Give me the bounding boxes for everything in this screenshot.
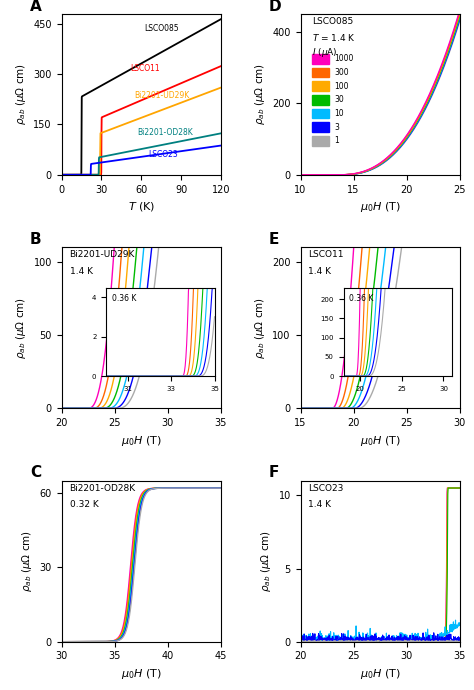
Text: E: E <box>269 232 279 247</box>
Text: $T$ = 1.4 K: $T$ = 1.4 K <box>312 32 356 43</box>
Y-axis label: $\rho_{ab}$ ($\mu\Omega$ cm): $\rho_{ab}$ ($\mu\Omega$ cm) <box>14 63 28 126</box>
Bar <box>312 123 329 132</box>
Text: D: D <box>269 0 281 14</box>
X-axis label: $T$ (K): $T$ (K) <box>128 200 155 213</box>
Y-axis label: $\rho_{ab}$ ($\mu\Omega$ cm): $\rho_{ab}$ ($\mu\Omega$ cm) <box>253 63 267 126</box>
Text: 30: 30 <box>334 95 344 104</box>
Text: $I$ ($\mu$A): $I$ ($\mu$A) <box>312 46 337 59</box>
Bar <box>312 95 329 105</box>
Text: 1000: 1000 <box>334 55 353 63</box>
Bar <box>312 136 329 146</box>
Text: 1: 1 <box>334 137 339 146</box>
X-axis label: $\mu_0 H$ (T): $\mu_0 H$ (T) <box>360 667 401 681</box>
Text: LSCO23: LSCO23 <box>309 484 344 493</box>
Text: 100: 100 <box>334 81 348 91</box>
Text: F: F <box>269 466 279 480</box>
Text: Bi2201-OD28K: Bi2201-OD28K <box>70 484 136 493</box>
Text: B: B <box>30 232 41 247</box>
Y-axis label: $\rho_{ab}$ ($\mu\Omega$ cm): $\rho_{ab}$ ($\mu\Omega$ cm) <box>14 297 28 359</box>
Text: 1.4 K: 1.4 K <box>309 266 331 275</box>
Y-axis label: $\rho_{ab}$ ($\mu\Omega$ cm): $\rho_{ab}$ ($\mu\Omega$ cm) <box>20 530 34 592</box>
Text: 10: 10 <box>334 109 344 118</box>
Text: A: A <box>30 0 42 14</box>
Text: LSCO085: LSCO085 <box>144 23 179 32</box>
Text: LSCO23: LSCO23 <box>148 150 178 159</box>
Text: LSCO11: LSCO11 <box>309 250 344 259</box>
Text: 3: 3 <box>334 123 339 132</box>
X-axis label: $\mu_0 H$ (T): $\mu_0 H$ (T) <box>360 200 401 214</box>
X-axis label: $\mu_0 H$ (T): $\mu_0 H$ (T) <box>360 433 401 448</box>
Text: Bi2201-UD29K: Bi2201-UD29K <box>70 250 135 259</box>
Text: 300: 300 <box>334 68 348 77</box>
X-axis label: $\mu_0 H$ (T): $\mu_0 H$ (T) <box>121 433 162 448</box>
X-axis label: $\mu_0 H$ (T): $\mu_0 H$ (T) <box>121 667 162 681</box>
Text: LSCO085: LSCO085 <box>312 17 353 26</box>
Bar <box>312 54 329 63</box>
Bar <box>312 81 329 91</box>
Bar <box>312 68 329 77</box>
Text: 0.32 K: 0.32 K <box>70 500 98 509</box>
Text: Bi2201-OD28K: Bi2201-OD28K <box>137 128 193 137</box>
Y-axis label: $\rho_{ab}$ ($\mu\Omega$ cm): $\rho_{ab}$ ($\mu\Omega$ cm) <box>253 297 267 359</box>
Text: Bi2201-UD29K: Bi2201-UD29K <box>135 90 190 99</box>
Text: C: C <box>30 466 41 480</box>
Text: 1.4 K: 1.4 K <box>70 266 92 275</box>
Text: 1.4 K: 1.4 K <box>309 500 331 509</box>
Text: LSCO11: LSCO11 <box>131 64 160 74</box>
Y-axis label: $\rho_{ab}$ ($\mu\Omega$ cm): $\rho_{ab}$ ($\mu\Omega$ cm) <box>259 530 273 592</box>
Bar <box>312 109 329 119</box>
